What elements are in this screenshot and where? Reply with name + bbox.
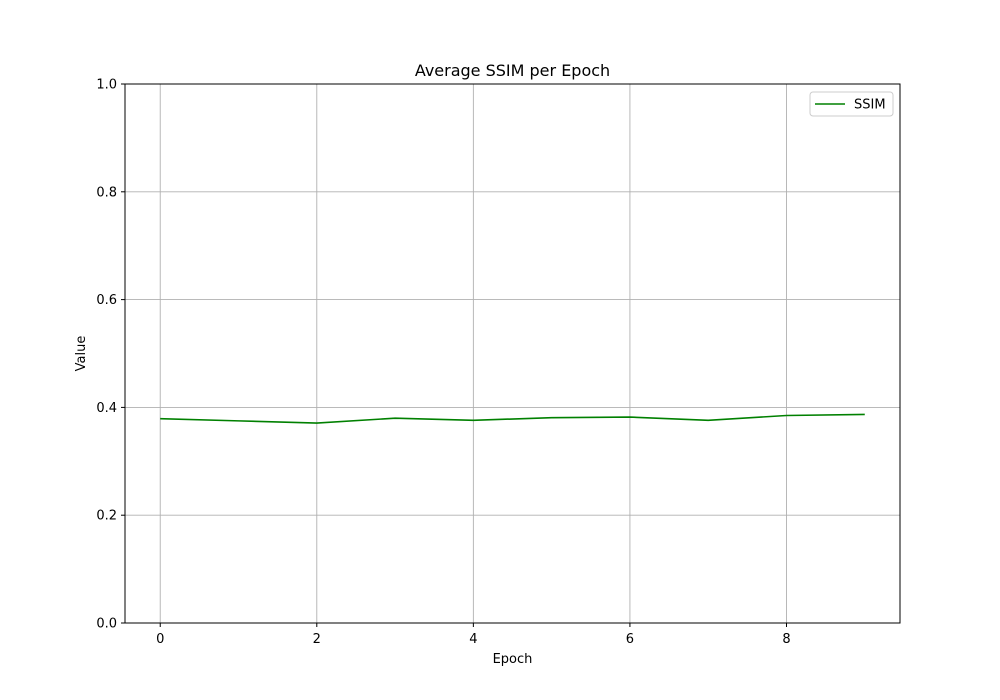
x-tick-label: 2 — [313, 632, 321, 647]
chart-title: Average SSIM per Epoch — [415, 61, 610, 80]
ticks: 0 2 4 6 8 0.0 0.2 0.4 0.6 0.8 1.0 — [96, 78, 790, 648]
legend: SSIM — [809, 91, 894, 117]
y-tick-label: 0.6 — [96, 293, 117, 308]
x-axis-label: Epoch — [493, 652, 533, 667]
y-axis-label: Value — [74, 336, 89, 372]
y-tick-label: 0.8 — [96, 185, 117, 200]
x-tick-label: 6 — [626, 632, 634, 647]
legend-box — [809, 91, 894, 117]
legend-label: SSIM — [854, 98, 886, 113]
y-tick-label: 1.0 — [96, 78, 117, 93]
series-line-ssim — [160, 413, 865, 424]
y-tick-label: 0.2 — [96, 509, 117, 524]
x-tick-label: 4 — [469, 632, 477, 647]
series-layer — [160, 413, 865, 424]
y-tick-label: 0.4 — [96, 401, 117, 416]
x-tick-label: 0 — [156, 632, 164, 647]
x-tick-label: 8 — [782, 632, 790, 647]
plot-area-frame — [124, 83, 901, 624]
y-tick-label: 0.0 — [96, 617, 117, 632]
